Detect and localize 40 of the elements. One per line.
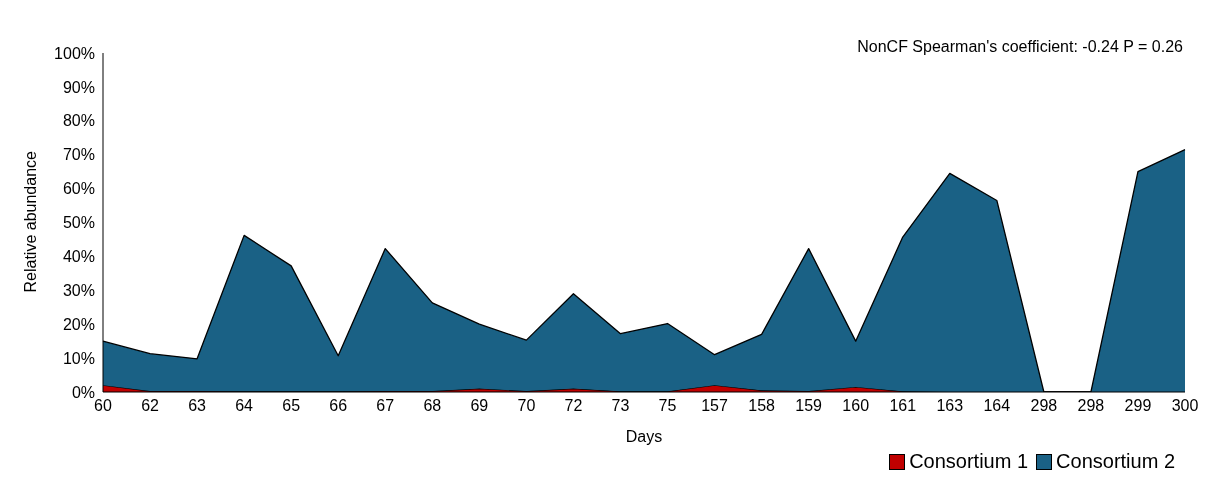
legend-label: Consortium 1 [908,450,1029,473]
y-tick-label: 40% [62,248,95,266]
x-tick-label: 164 [983,397,1011,415]
x-tick-label: 73 [611,397,630,415]
x-tick-label: 160 [842,397,870,415]
x-tick-label: 161 [889,397,917,415]
y-tick-label: 50% [62,214,95,232]
x-tick-label: 298 [1030,397,1058,415]
x-axis-title: Days [625,428,663,445]
y-tick-label: 70% [62,146,95,164]
x-tick-label: 68 [423,397,442,415]
x-tick-label: 158 [748,397,776,415]
x-tick-label: 60 [94,397,112,415]
y-tick-label: 30% [62,281,95,299]
x-tick-label: 299 [1124,397,1152,415]
x-tick-label: 67 [376,397,395,415]
annotation: NonCF Spearman's coefficient: -0.24 P = 0.26 [857,38,1183,56]
x-tick-label: 157 [701,397,729,415]
x-tick-label: 70 [517,397,536,415]
y-tick-label: 20% [62,315,95,333]
x-tick-label: 75 [658,397,677,415]
x-tick-label: 62 [141,397,160,415]
y-tick-label: 0% [71,383,95,401]
y-axis-title: Relative abundance [21,150,39,293]
x-tick-label: 163 [936,397,964,415]
y-tick-label: 60% [62,180,95,198]
x-tick-label: 72 [564,397,583,415]
x-tick-label: 298 [1077,397,1105,415]
y-tick-label: 80% [62,112,95,130]
x-tick-label: 63 [188,397,207,415]
x-tick-label: 66 [329,397,348,415]
x-tick-label: 69 [470,397,489,415]
x-tick-label: 159 [795,397,823,415]
y-tick-label: 100% [54,44,95,62]
x-tick-label: 300 [1171,397,1199,415]
x-tick-label: 64 [235,397,254,415]
y-tick-label: 10% [62,349,95,367]
x-tick-label: 65 [282,397,301,415]
legend-label: Consortium 2 [1055,450,1175,473]
y-tick-label: 90% [62,78,95,96]
